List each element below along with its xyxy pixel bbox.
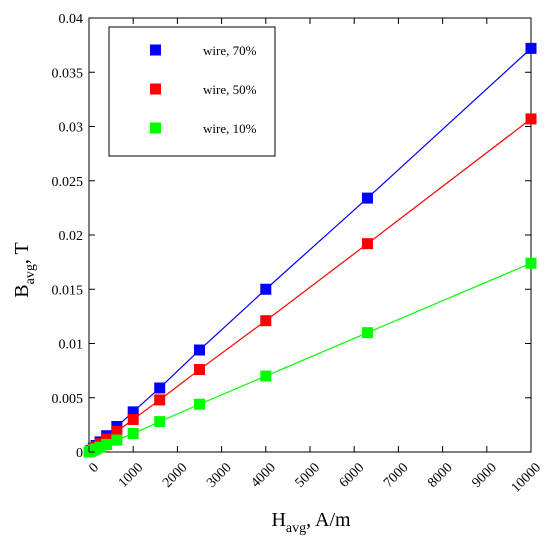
data-point [525, 257, 537, 269]
legend-marker [150, 83, 161, 95]
data-point [361, 327, 373, 339]
x-axis-label: Havg, A/m [271, 509, 351, 536]
data-point [127, 428, 139, 440]
y-tick-label: 0.03 [59, 121, 84, 136]
legend-label: wire, 50% [203, 82, 257, 97]
data-point [154, 416, 166, 428]
legend-label: wire, 10% [203, 121, 257, 136]
y-tick-label: 0.015 [52, 283, 84, 298]
legend-label: wire, 70% [203, 43, 257, 58]
data-point [111, 425, 123, 437]
data-point [525, 113, 537, 125]
data-point [127, 406, 139, 418]
y-tick-label: 0.025 [52, 175, 84, 190]
y-tick-label: 0.02 [59, 229, 84, 244]
y-tick-label: 0.04 [59, 12, 84, 27]
legend-marker [150, 44, 161, 56]
series-layer [83, 42, 537, 458]
legend: wire, 70% wire, 50% wire, 10% [108, 26, 276, 157]
y-tick-label: 0.005 [52, 392, 84, 407]
data-point [194, 344, 205, 356]
axis-labels: Havg, A/m Bavg, T [11, 242, 351, 536]
data-point [260, 283, 272, 295]
data-point [260, 315, 272, 327]
data-point [154, 394, 166, 406]
y-tick-label: 0.01 [59, 338, 84, 353]
legend-marker [150, 122, 161, 134]
data-point [154, 382, 166, 394]
legend-box [108, 26, 276, 157]
data-point [111, 434, 123, 446]
data-point [361, 238, 373, 250]
data-point [94, 441, 106, 453]
data-point [260, 370, 272, 382]
data-point [361, 192, 373, 204]
y-tick-label: 0 [76, 446, 83, 461]
data-point [525, 42, 537, 54]
y-axis-label: Bavg, T [11, 242, 38, 297]
data-point [127, 413, 139, 425]
y-tick-label: 0.035 [52, 66, 84, 81]
data-point [194, 364, 205, 376]
data-point [101, 438, 113, 450]
data-point [194, 398, 205, 410]
